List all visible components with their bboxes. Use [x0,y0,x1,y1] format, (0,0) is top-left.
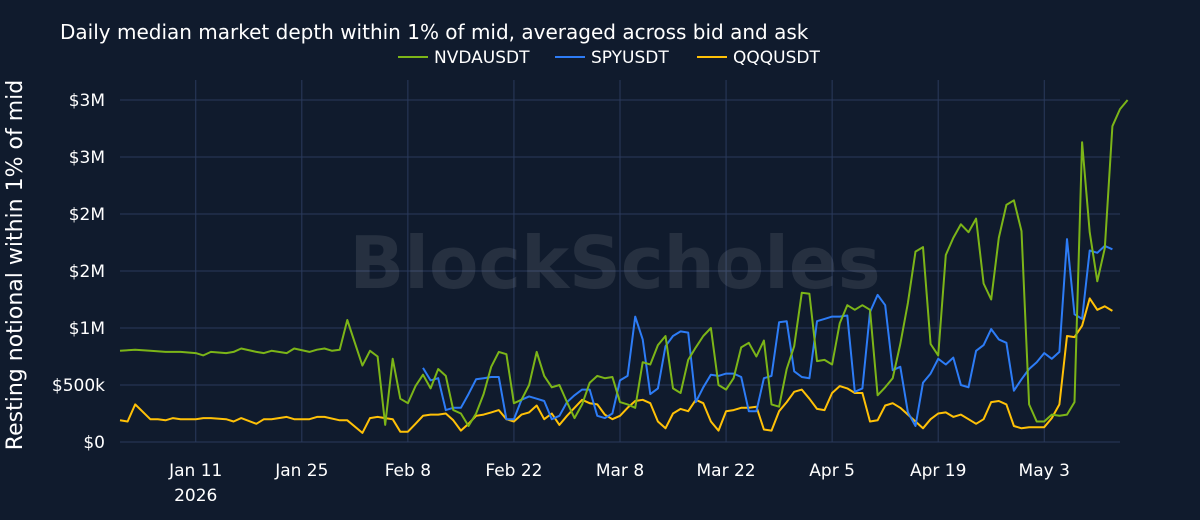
x-tick-label: Mar 22 [696,461,755,481]
legend-label-qqqusdt: QQQUSDT [733,48,820,68]
series-lines [119,99,1129,434]
y-tick-label: $500k [52,376,105,396]
y-tick-label: $0 [83,433,105,453]
y-tick-label: $2M [69,262,105,282]
y-axis: $0 $500k $1M $2M $2M $3M $3M [52,91,105,453]
x-tick-label: Jan 25 [274,461,328,481]
chart-title: Daily median market depth within 1% of m… [60,20,809,44]
series-line-nvdausdt [119,99,1129,427]
gridlines [120,80,1120,443]
watermark: BlockScholes [349,221,880,305]
y-tick-label: $3M [69,148,105,168]
x-tick-label: Feb 8 [385,461,431,481]
x-tick-label: Apr 19 [910,461,966,481]
y-tick-label: $1M [69,319,105,339]
y-tick-label: $3M [69,91,105,111]
x-tick-label: Mar 8 [596,461,644,481]
x-tick-label: Feb 22 [485,461,542,481]
y-tick-label: $2M [69,205,105,225]
series-line-qqqusdt [119,297,1113,434]
x-axis: Jan 11 2026 Jan 25 Feb 8 Feb 22 Mar 8 Mar 22 Ap… [168,461,1070,506]
legend: NVDAUSDT SPYUSDT QQQUSDT [398,48,820,68]
x-tick-sublabel: 2026 [174,486,217,506]
x-tick-label: Jan 11 [168,461,222,481]
x-tick-label: May 3 [1019,461,1070,481]
legend-label-nvdausdt: NVDAUSDT [434,48,530,68]
x-tick-label: Apr 5 [809,461,855,481]
legend-label-spyusdt: SPYUSDT [591,48,669,68]
y-axis-title: Resting notional within 1% of mid [3,80,28,450]
